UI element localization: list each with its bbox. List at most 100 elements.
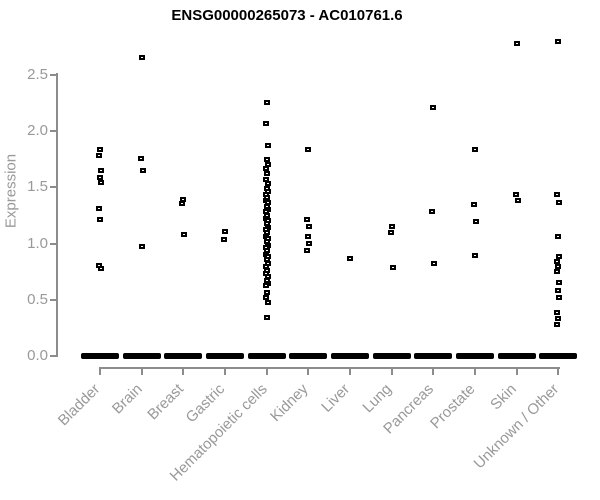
data-point [388, 224, 395, 229]
y-axis-line [56, 73, 58, 357]
data-point [555, 234, 562, 239]
x-tick-label: Bladder [55, 380, 104, 430]
data-point [305, 147, 312, 152]
data-point [471, 147, 478, 152]
data-point [138, 244, 145, 249]
data-point [139, 168, 146, 173]
x-tick [348, 369, 351, 375]
data-point [263, 157, 270, 162]
data-point [262, 166, 269, 171]
y-tick-label: 1.5 [27, 178, 48, 196]
zero-expression-bar [247, 353, 286, 359]
data-point [97, 217, 103, 222]
data-point [220, 237, 227, 242]
data-point [430, 105, 437, 110]
data-point [556, 295, 563, 300]
data-point [555, 264, 562, 269]
x-tick-label: Prostate [427, 380, 479, 433]
data-point [514, 198, 521, 203]
data-point [555, 288, 562, 293]
data-point [306, 224, 313, 229]
data-point [389, 265, 396, 270]
x-tick-label: Brain [108, 380, 146, 418]
zero-expression-bar [497, 353, 536, 359]
x-tick [390, 369, 393, 375]
data-point [304, 217, 311, 222]
x-tick [265, 369, 268, 375]
y-tick-label: 0.0 [27, 347, 48, 364]
data-point [96, 206, 102, 211]
zero-expression-bar [289, 353, 328, 359]
data-point [429, 209, 436, 214]
data-point [97, 147, 103, 152]
y-tick [50, 130, 57, 133]
data-point [181, 232, 188, 237]
x-tick-label: Kidney [267, 380, 313, 426]
data-point [387, 230, 394, 235]
data-point [137, 156, 144, 161]
data-point [554, 192, 561, 197]
y-tick-label: 2.0 [27, 122, 48, 140]
data-point [555, 39, 562, 44]
zero-expression-bar [205, 353, 244, 359]
data-point [138, 55, 145, 60]
data-point [554, 322, 561, 327]
data-point [512, 192, 519, 197]
data-point [555, 316, 562, 321]
zero-expression-bar [81, 353, 119, 359]
data-point [513, 41, 520, 46]
y-tick-label: 1.0 [27, 234, 48, 252]
data-point [98, 180, 104, 185]
data-point [96, 153, 102, 158]
data-point [556, 200, 563, 205]
chart-title: ENSG00000265073 - AC010761.6 [171, 7, 403, 24]
data-point [98, 266, 104, 271]
y-tick [50, 186, 57, 189]
y-tick [50, 298, 57, 301]
data-point [346, 256, 353, 261]
x-tick-label: Lung [359, 380, 396, 417]
y-tick-label: 0.5 [27, 290, 48, 308]
x-tick [307, 369, 310, 375]
data-point [304, 248, 311, 253]
x-tick [557, 369, 560, 375]
x-tick [182, 369, 185, 375]
data-point [554, 269, 561, 274]
zero-expression-bar [164, 353, 203, 359]
x-tick [223, 369, 226, 375]
x-tick-label: Liver [318, 380, 354, 416]
x-axis-line [99, 367, 560, 369]
y-tick [50, 355, 57, 357]
zero-expression-bar [455, 353, 494, 359]
y-tick [50, 242, 57, 245]
data-point [264, 143, 271, 148]
data-point [471, 253, 478, 258]
data-point [98, 168, 104, 173]
data-point [262, 283, 269, 288]
data-point [221, 229, 228, 234]
data-point [556, 254, 563, 259]
data-point [263, 171, 270, 176]
zero-expression-bar [539, 353, 578, 359]
data-point [264, 181, 271, 186]
data-point [262, 295, 269, 300]
data-point [263, 100, 270, 105]
data-point [97, 175, 103, 180]
data-point [179, 201, 186, 206]
x-tick [515, 369, 518, 375]
data-point [554, 259, 561, 264]
data-point [305, 234, 312, 239]
data-point [262, 121, 269, 126]
x-tick [140, 369, 143, 375]
zero-expression-bar [122, 353, 161, 359]
x-tick-label: Breast [144, 380, 188, 424]
data-point [472, 219, 479, 224]
y-tick [50, 74, 57, 76]
data-point [431, 261, 438, 266]
zero-expression-bar [372, 353, 411, 359]
data-point [554, 310, 561, 315]
data-point [263, 315, 270, 320]
x-tick [99, 369, 101, 375]
data-point [470, 202, 477, 207]
